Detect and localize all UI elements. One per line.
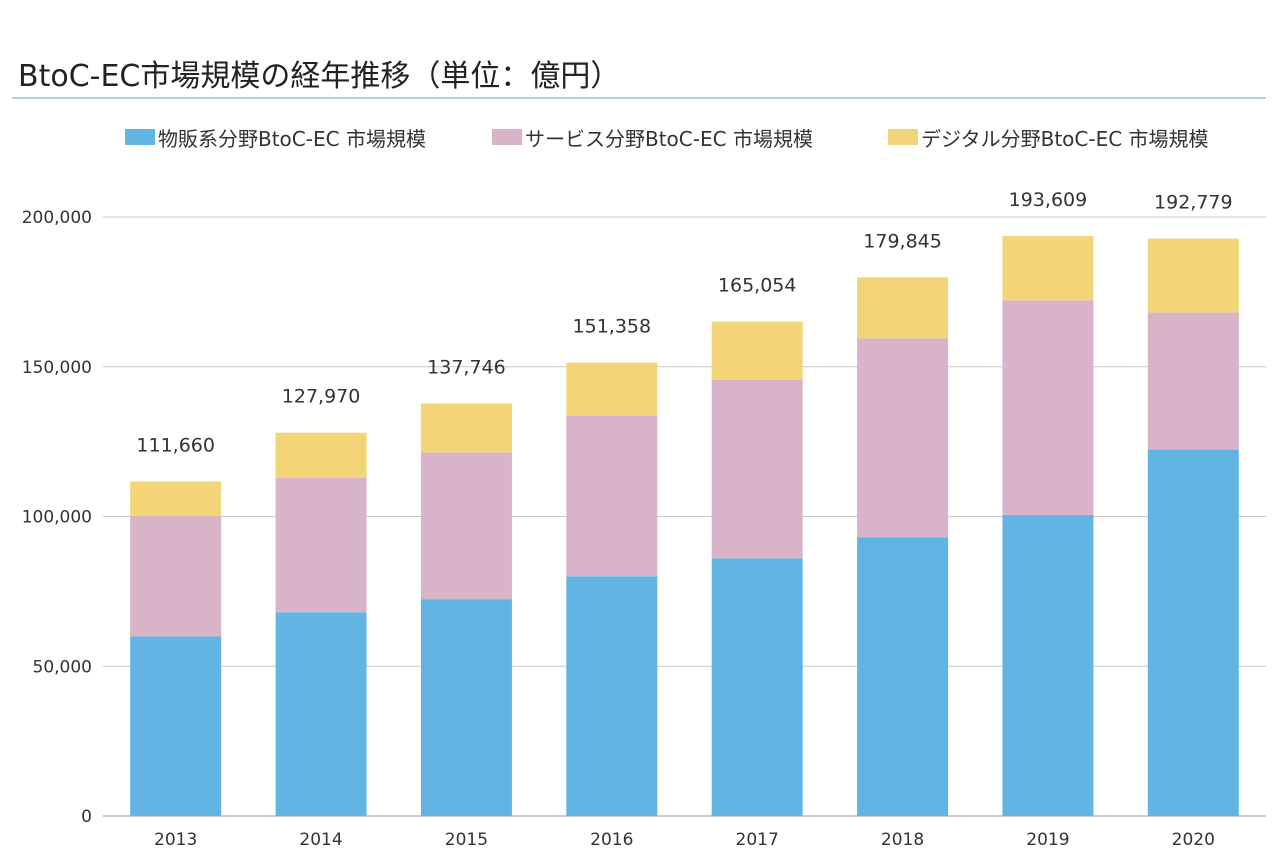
bar-series [130,236,1239,816]
x-tick-label: 2015 [445,830,488,850]
bar-segment [857,537,949,816]
bar-segment [1147,238,1239,313]
bar-segment [275,612,367,816]
bar-segment [711,379,803,559]
bar-segment [1002,300,1094,515]
bar-segment [420,452,512,600]
y-tick-label: 150,000 [22,358,92,378]
bar-segment [130,636,222,816]
total-label: 179,845 [863,230,942,252]
x-tick-label: 2019 [1026,830,1069,850]
total-label: 127,970 [282,386,361,408]
bar-segment [566,362,658,416]
bar-segment [1147,312,1239,450]
bar-segment [1002,514,1094,816]
legend-swatch [492,129,522,145]
bar-segment [857,277,949,339]
bar-segment [420,403,512,453]
legend-label: 物販系分野BtoC-EC 市場規模 [158,127,426,151]
chart-legend: 物販系分野BtoC-EC 市場規模 サービス分野BtoC-EC 市場規模 デジタル分… [125,127,1209,151]
total-label: 193,609 [1009,189,1088,211]
legend-swatch [888,129,918,145]
x-tick-label: 2020 [1172,830,1215,850]
bar-segment [130,516,222,637]
bar-segment [857,338,949,538]
bar-segment [275,477,367,613]
x-axis: 2013 2014 2015 2016 2017 2018 2019 2020 [154,830,1215,850]
y-tick-label: 100,000 [22,508,92,528]
chart-title: BtoC-EC市場規模の経年推移（単位：億円） [18,59,620,94]
bar-segment [566,576,658,816]
legend-swatch [125,129,155,145]
bar-segment [1147,449,1239,816]
bar-segment [130,481,222,517]
bar-segment [1002,236,1094,301]
bar-segment [420,599,512,816]
y-tick-label: 200,000 [22,208,92,228]
total-label: 137,746 [427,356,506,378]
total-label: 151,358 [573,316,652,338]
total-label: 111,660 [136,435,215,457]
legend-label: サービス分野BtoC-EC 市場規模 [525,127,813,151]
total-labels: 111,660 127,970 137,746 151,358 165,054 179,8… [136,189,1232,456]
x-tick-label: 2014 [299,830,342,850]
x-tick-label: 2016 [590,830,633,850]
y-tick-label: 0 [81,807,92,827]
bar-segment [711,321,803,380]
bar-segment [711,558,803,816]
legend-label: デジタル分野BtoC-EC 市場規模 [921,127,1209,151]
total-label: 192,779 [1154,192,1233,214]
x-tick-label: 2013 [154,830,197,850]
y-axis: 0 50,000 100,000 150,000 200,000 [22,208,92,827]
total-label: 165,054 [718,275,797,297]
bar-segment [275,432,367,478]
x-tick-label: 2017 [736,830,779,850]
bar-segment [566,415,658,577]
y-tick-label: 50,000 [33,657,92,677]
x-tick-label: 2018 [881,830,924,850]
